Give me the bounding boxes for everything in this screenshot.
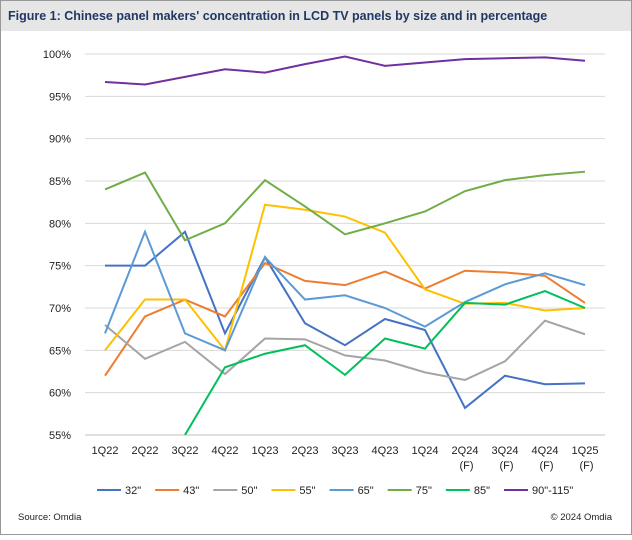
series-line xyxy=(104,229,586,352)
legend-label: 85" xyxy=(474,485,490,497)
y-tick-label: 60% xyxy=(49,388,71,400)
y-tick-label: 100% xyxy=(43,49,71,61)
legend-label: 90"-115" xyxy=(532,485,573,497)
x-tick-label: 2Q23 xyxy=(292,445,319,457)
x-tick-label: 4Q23 xyxy=(372,445,399,457)
legend-label: 65" xyxy=(358,485,374,497)
y-tick-label: 80% xyxy=(49,218,71,230)
source: Source: Omdia xyxy=(18,512,82,523)
series-line xyxy=(104,319,586,382)
legend-label: 43" xyxy=(183,485,199,497)
y-tick-label: 65% xyxy=(49,345,71,357)
legend-label: 55" xyxy=(299,485,315,497)
chart-title: Figure 1: Chinese panel makers' concentr… xyxy=(8,9,547,23)
series-line xyxy=(104,170,586,242)
series-line xyxy=(184,289,586,435)
x-tick-label: 3Q23 xyxy=(332,445,359,457)
series-line xyxy=(104,55,586,86)
x-tick-label: 4Q22 xyxy=(212,445,239,457)
y-tick-label: 95% xyxy=(49,91,71,103)
legend-label: 32" xyxy=(125,485,141,497)
y-tick-label: 75% xyxy=(49,261,71,273)
x-tick-label: 1Q25 (F) xyxy=(572,445,599,472)
x-tick-label: 2Q24 (F) xyxy=(452,445,479,472)
x-tick-label: 3Q22 xyxy=(172,445,199,457)
x-tick-label: 1Q24 xyxy=(412,445,439,457)
x-tick-label: 2Q22 xyxy=(132,445,159,457)
copyright: © 2024 Omdia xyxy=(551,512,613,523)
plot-lines xyxy=(104,55,586,435)
title-bar xyxy=(1,1,631,31)
x-tick-label: 3Q24 (F) xyxy=(492,445,519,472)
series-line xyxy=(105,230,586,410)
y-tick-label: 55% xyxy=(49,430,71,442)
x-tick-label: 1Q23 xyxy=(252,445,279,457)
legend-label: 75" xyxy=(416,485,432,497)
series-line xyxy=(104,203,586,353)
y-tick-label: 85% xyxy=(49,176,71,188)
x-tick-label: 4Q24 (F) xyxy=(532,445,559,472)
x-tick-label: 1Q22 xyxy=(92,445,119,457)
y-tick-label: 70% xyxy=(49,303,71,315)
legend-label: 50" xyxy=(241,485,257,497)
y-tick-label: 90% xyxy=(49,134,71,146)
